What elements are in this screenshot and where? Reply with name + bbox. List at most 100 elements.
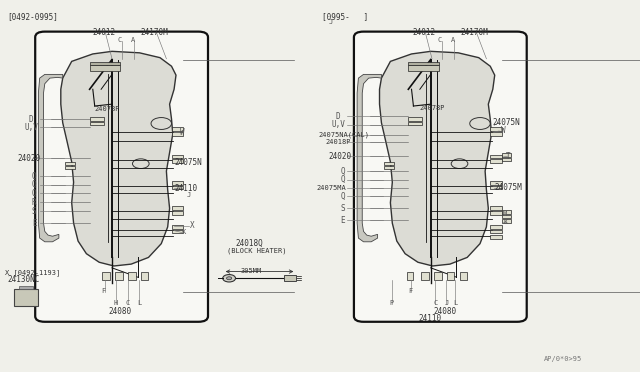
Text: 24080: 24080 — [109, 307, 132, 316]
Text: W: W — [501, 126, 506, 135]
Text: (BLOCK HEATER): (BLOCK HEATER) — [227, 248, 287, 254]
Text: W: W — [180, 128, 185, 137]
Polygon shape — [357, 74, 381, 242]
Bar — [115, 272, 123, 280]
Text: 24075M: 24075M — [494, 183, 522, 192]
Text: 24075N: 24075N — [174, 158, 202, 167]
Text: H: H — [113, 300, 118, 306]
Bar — [90, 62, 120, 65]
Text: C: C — [117, 37, 122, 43]
Bar — [408, 62, 439, 65]
Text: 24080: 24080 — [434, 307, 457, 316]
Bar — [434, 272, 442, 280]
Text: T: T — [506, 152, 510, 161]
Text: J: J — [444, 300, 449, 306]
Bar — [102, 272, 110, 280]
Bar — [65, 162, 75, 165]
Bar — [172, 211, 183, 215]
Text: C: C — [433, 300, 438, 306]
Bar — [502, 210, 511, 214]
Circle shape — [227, 277, 232, 280]
Text: 24012: 24012 — [413, 28, 436, 37]
Bar — [490, 206, 502, 210]
Bar — [65, 166, 75, 169]
Bar — [447, 272, 454, 280]
Text: U,V: U,V — [24, 123, 38, 132]
Bar — [384, 162, 394, 165]
Bar — [490, 230, 502, 233]
Text: A: A — [451, 37, 456, 43]
Bar — [490, 155, 502, 158]
Bar — [502, 158, 511, 161]
Bar — [460, 272, 467, 280]
Bar — [490, 127, 502, 131]
Text: AP/0*0>95: AP/0*0>95 — [544, 356, 582, 362]
Text: 24012: 24012 — [93, 28, 116, 37]
Text: 24170M: 24170M — [141, 28, 168, 37]
Text: J: J — [186, 192, 191, 198]
Circle shape — [223, 275, 236, 282]
Bar — [490, 159, 502, 163]
Text: C: C — [437, 37, 442, 43]
Text: E: E — [340, 216, 345, 225]
Text: [0995-   ]: [0995- ] — [322, 12, 368, 21]
Bar — [490, 211, 502, 215]
Text: 24130NC: 24130NC — [8, 275, 40, 283]
Text: F: F — [101, 288, 106, 294]
Text: 24018P: 24018P — [325, 139, 351, 145]
Bar — [90, 122, 104, 125]
Bar — [502, 215, 511, 218]
Bar — [490, 225, 502, 229]
Bar — [141, 272, 148, 280]
Bar — [90, 117, 104, 121]
Text: Q: Q — [340, 192, 345, 201]
Bar — [408, 65, 439, 71]
Bar — [172, 155, 183, 158]
Text: X [0492-1193]: X [0492-1193] — [5, 269, 60, 276]
Bar — [172, 225, 183, 229]
Text: J: J — [329, 19, 333, 25]
Text: Q: Q — [32, 189, 36, 198]
Text: 24110: 24110 — [419, 314, 442, 323]
Text: P: P — [389, 300, 394, 306]
Bar — [490, 132, 502, 136]
Text: 24078P: 24078P — [95, 106, 120, 112]
Text: 24078P: 24078P — [419, 105, 445, 111]
Text: K: K — [503, 219, 508, 225]
Text: S: S — [32, 207, 36, 216]
Bar — [502, 219, 511, 223]
Polygon shape — [380, 51, 495, 266]
Text: Q: Q — [340, 167, 345, 176]
Text: K: K — [181, 230, 186, 235]
Text: L: L — [453, 300, 458, 306]
Bar — [172, 186, 183, 189]
Text: 24020: 24020 — [18, 154, 41, 163]
Bar — [172, 159, 183, 163]
Text: E: E — [32, 219, 36, 228]
Bar — [408, 117, 422, 121]
Bar — [14, 289, 38, 306]
Text: Q: Q — [340, 175, 345, 184]
Bar — [172, 181, 183, 185]
Text: C: C — [125, 300, 130, 306]
Bar — [490, 186, 502, 189]
Bar — [284, 275, 296, 281]
Text: 24075NA(CAL): 24075NA(CAL) — [319, 131, 370, 138]
Text: Q: Q — [32, 180, 36, 189]
Bar — [90, 65, 120, 71]
Bar — [502, 153, 511, 157]
Polygon shape — [61, 51, 176, 266]
Text: Q: Q — [32, 171, 36, 180]
Text: X: X — [189, 221, 194, 230]
Text: A: A — [131, 37, 136, 43]
Text: 24020: 24020 — [328, 152, 351, 161]
Bar — [172, 230, 183, 233]
Bar — [384, 166, 394, 169]
Text: U,V: U,V — [332, 120, 346, 129]
Bar — [490, 181, 502, 185]
Bar — [128, 272, 136, 280]
Text: S: S — [340, 204, 345, 213]
Text: 305MM: 305MM — [241, 268, 262, 274]
Text: 24018Q: 24018Q — [236, 239, 263, 248]
Text: F: F — [408, 288, 413, 294]
